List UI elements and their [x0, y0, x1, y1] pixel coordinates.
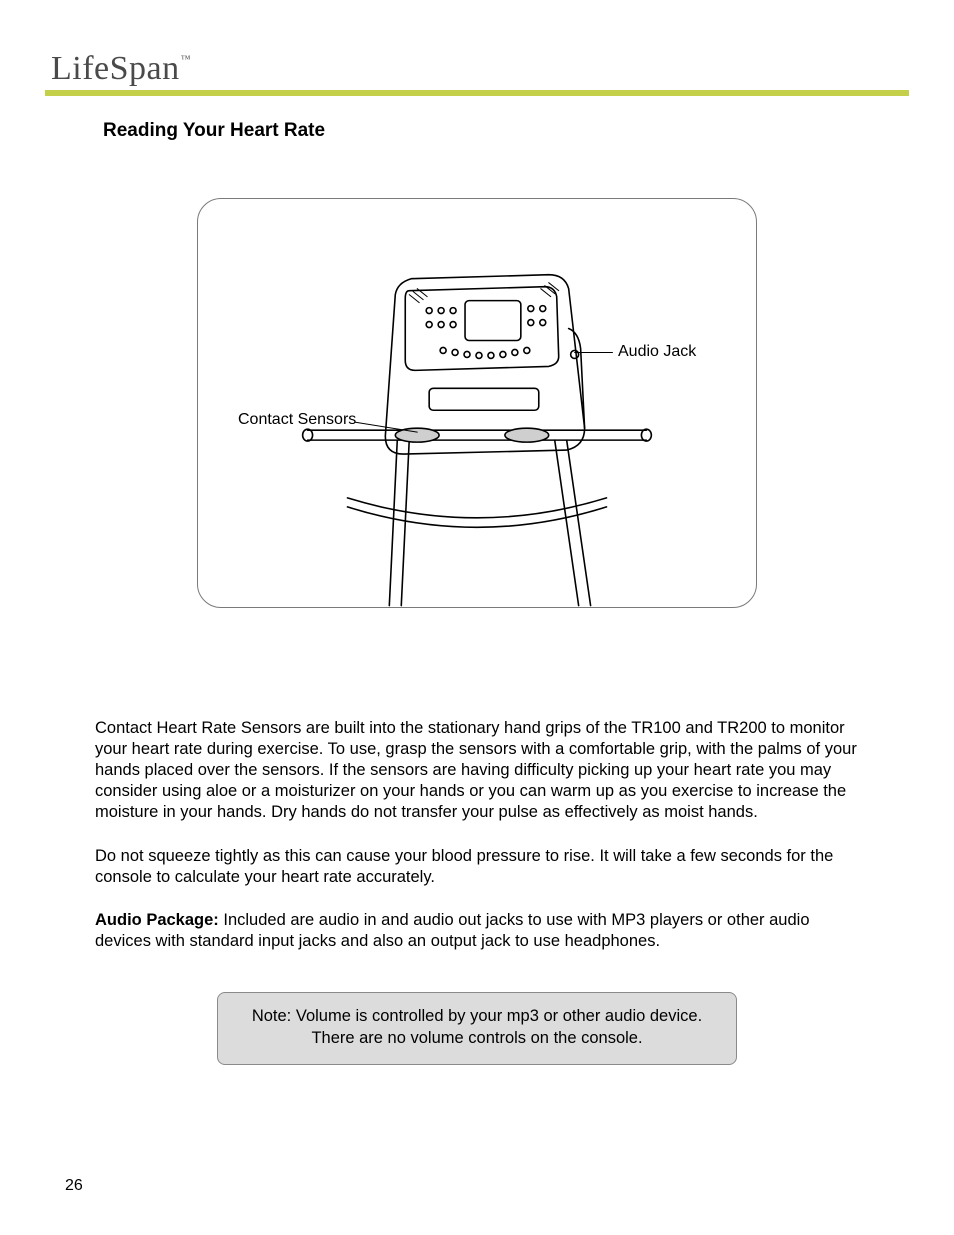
page-number: 26: [65, 1177, 83, 1195]
callout-contact-sensors: Contact Sensors: [238, 411, 356, 429]
manual-page: LifeSpan™ Reading Your Heart Rate: [0, 0, 954, 1235]
figure-container: Audio Jack Contact Sensors: [197, 198, 757, 608]
paragraph-1: Contact Heart Rate Sensors are built int…: [95, 718, 859, 824]
audio-package-label: Audio Package:: [95, 911, 219, 929]
note-box: Note: Volume is controlled by your mp3 o…: [217, 992, 737, 1065]
brand-underline: [45, 90, 909, 96]
paragraph-2: Do not squeeze tightly as this can cause…: [95, 846, 859, 888]
note-line-1: Note: Volume is controlled by your mp3 o…: [236, 1005, 718, 1027]
brand-logo: LifeSpan™: [51, 50, 909, 88]
paragraph-3: Audio Package: Included are audio in and…: [95, 910, 859, 952]
note-line-2: There are no volume controls on the cons…: [236, 1027, 718, 1049]
figure-frame: Audio Jack Contact Sensors: [197, 198, 757, 608]
trademark-symbol: ™: [181, 54, 191, 65]
console-illustration: [198, 199, 756, 608]
section-title: Reading Your Heart Rate: [103, 120, 909, 142]
brand-name: LifeSpan: [51, 50, 180, 87]
body-text: Contact Heart Rate Sensors are built int…: [95, 718, 859, 952]
callout-audio-jack: Audio Jack: [618, 343, 696, 361]
